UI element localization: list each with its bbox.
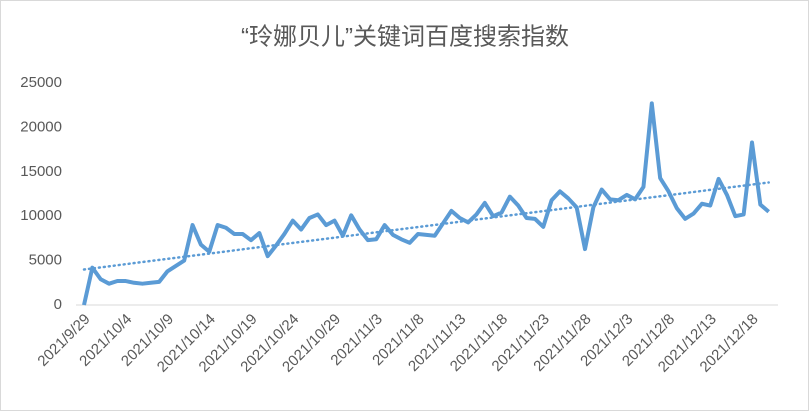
y-tick-label: 0 bbox=[54, 296, 62, 313]
y-tick-label: 15000 bbox=[20, 163, 62, 180]
y-tick-label: 5000 bbox=[29, 252, 62, 269]
chart-title: “玲娜贝儿”关键词百度搜索指数 bbox=[241, 23, 569, 50]
y-tick-label: 20000 bbox=[20, 118, 62, 135]
y-tick-label: 10000 bbox=[20, 207, 62, 224]
trend-line bbox=[82, 181, 770, 271]
data-line bbox=[82, 101, 770, 306]
y-tick-label: 25000 bbox=[20, 74, 62, 91]
